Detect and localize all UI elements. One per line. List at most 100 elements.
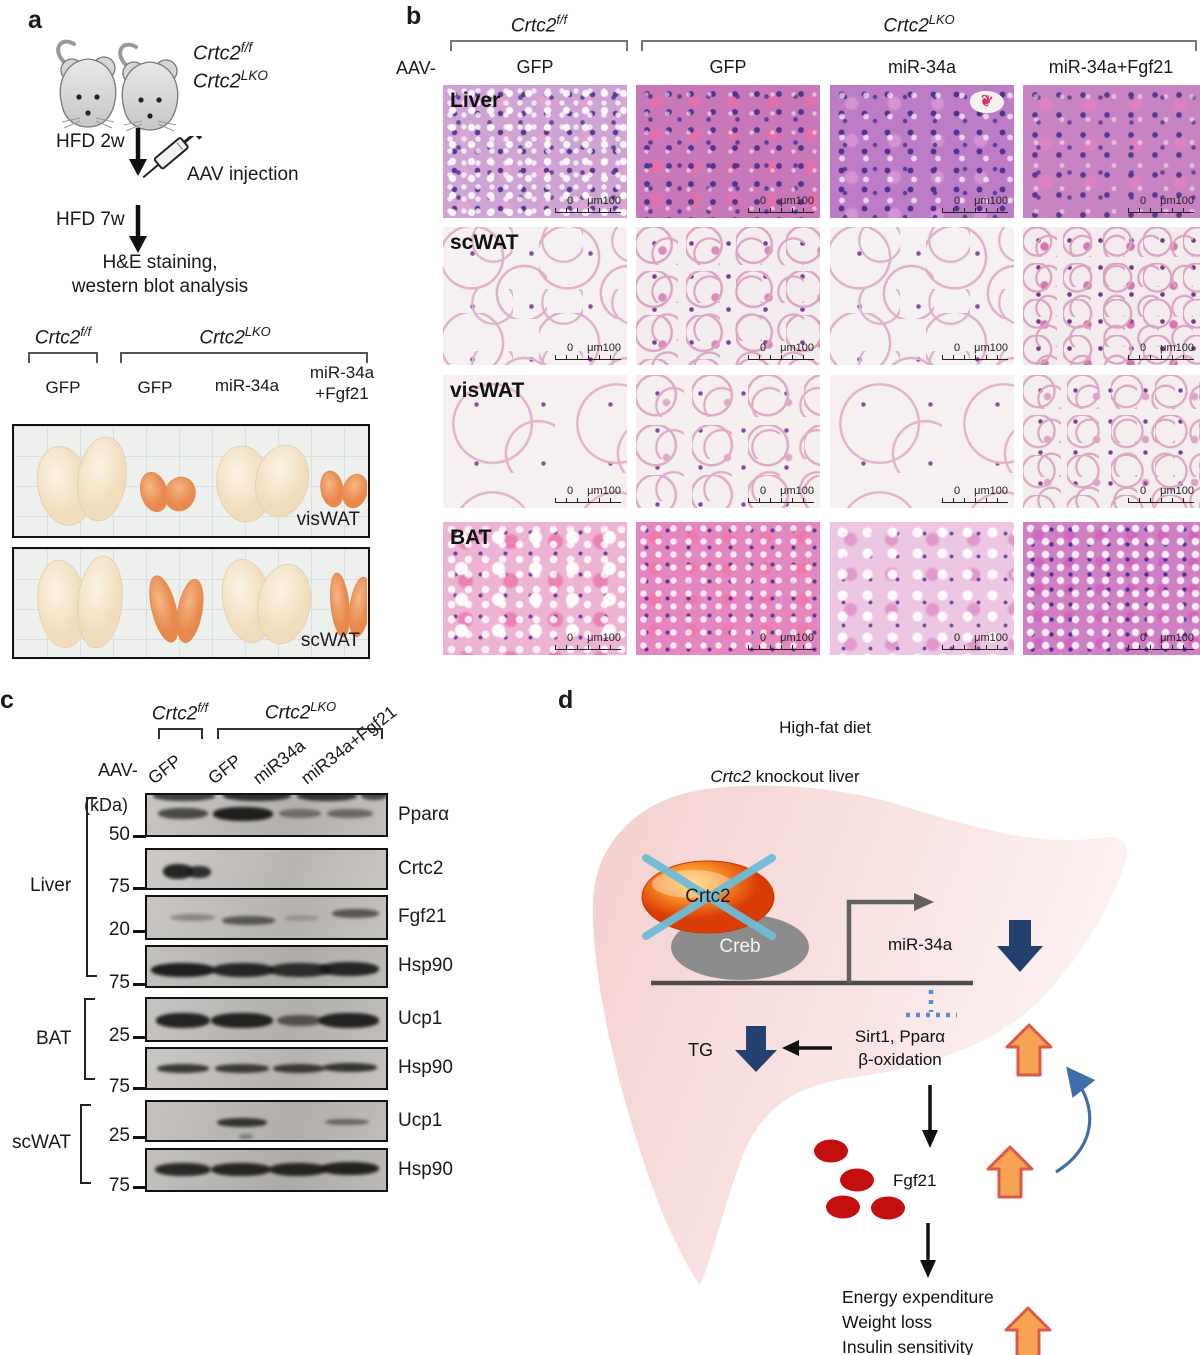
wb-band [155,1163,211,1176]
scale-bar: 0 μm100 [942,633,1008,650]
d-title: High-fat diet [779,718,871,737]
wb-band [269,1163,327,1176]
marker-25: 25 [88,1125,146,1147]
panel-d-label: d [558,686,574,714]
scale-bar: 0 μm100 [1128,633,1194,650]
wb-ucp1-bat [145,997,388,1042]
scale-bar: 0 μm100 [748,343,814,360]
wb-band [321,1162,379,1175]
outcome-line2: western blot analysis [71,276,249,297]
syringe-icon [142,136,203,179]
marker-75: 75 [88,1175,146,1197]
panel-c-label: c [0,686,14,714]
wb-band [187,866,211,878]
b-row1-label: Liver [450,89,501,112]
step-hfd7w: HFD 7w [56,209,125,230]
c-aav-label: AAV- [98,760,138,780]
group-ff-label: Crtc2f/f [34,324,92,349]
tissue-liver-label: Liver [30,875,72,896]
bracket-lko [120,352,368,363]
transcription-arrow [846,899,916,983]
c-bracket-ff [158,728,203,739]
d-subtitle: Crtc2 knockout liver [710,767,860,786]
mir34a-label: miR-34a [888,935,953,954]
scale-bar: 0 μm100 [555,486,621,503]
wb-band [215,1064,269,1073]
wb-hsp90-liver [145,945,388,988]
wb-band [319,1013,379,1028]
marker-75: 75 [88,876,146,898]
wb-band [361,795,386,800]
histology-bat-lko-mir34a: 0 μm100 [830,522,1014,655]
wb-band [269,963,331,977]
protein-label-fgf21: Fgf21 [398,906,447,927]
injection-label: AAV injection [187,164,299,185]
creb-oval-label: Creb [719,936,761,957]
b-bracket-ff [450,40,628,51]
protein-label-ucp1-bat: Ucp1 [398,1008,443,1029]
b-bracket-lko [641,40,1197,51]
marker-75: 75 [88,1076,146,1098]
lane-mir34a-fgf21-line1: miR-34a [309,363,375,382]
down-arrow-tg [735,1026,777,1072]
genotype-ff-label: Crtc2f/f [193,40,253,65]
histology-viswat-lko-gfp: 0 μm100 [636,375,820,508]
mice-illustration [56,39,179,132]
scale-bar: 0 μm100 [1128,196,1194,213]
wb-ppara [145,793,388,837]
protein-label-hsp90-liver: Hsp90 [398,955,453,976]
histology-viswat-ff-gfp: visWAT 0 μm100 [443,375,627,508]
wb-ucp1-scwat [145,1100,388,1142]
c-group-lko-label: Crtc2LKO [264,699,337,724]
scale-bar: 0 μm100 [555,633,621,650]
outcome-line1: H&E staining, [102,252,218,273]
knockout-x-icon [642,854,776,940]
b-col4-label: miR-34a+Fgf21 [1048,57,1174,77]
group-lko-label: Crtc2LKO [199,324,271,349]
scale-bar: 0 μm100 [748,486,814,503]
down-arrow-mir34a [997,920,1043,972]
wb-band [319,962,379,976]
wb-band [151,963,215,977]
scale-bar: 0 μm100 [1128,486,1194,503]
histology-bat-lko-gfp: 0 μm100 [636,522,820,655]
tissue-tear-artifact: ❦ [970,91,1004,113]
b-group-ff-label: Crtc2f/f [510,12,568,37]
wb-band [170,914,215,921]
mouse-icon [118,42,179,132]
wb-band [223,795,291,801]
down-arrow-icon [129,128,147,176]
c-bracket-lko [217,728,383,739]
wb-band [239,1134,253,1139]
wb-band [222,916,275,925]
histology-scwat-ff-gfp: scWAT 0 μm100 [443,227,627,365]
scwat-tissues [37,555,372,649]
tissue-scwat-label: scWAT [12,1132,72,1153]
lane-gfp-lko: GFP [137,378,173,397]
tissue-bat-label: BAT [36,1028,72,1049]
protein-label-hsp90-bat: Hsp90 [398,1057,453,1078]
fgf21-label: Fgf21 [893,1171,937,1190]
protein-label-ppara: Pparα [398,804,450,825]
marker-20: 20 [88,919,146,941]
wb-band [297,795,357,801]
b-row2-label: scWAT [450,231,519,254]
lane-mir34a: miR-34a [214,376,280,395]
wb-band [277,1015,323,1026]
scale-bar: 0 μm100 [942,196,1008,213]
bracket-ff [28,352,98,363]
marker-75: 75 [88,972,146,994]
scwat-photo: scWAT [12,547,372,659]
viswat-tissues [36,436,368,526]
wb-band [325,1119,369,1125]
scwat-label: scWAT [300,630,360,651]
wb-band [211,1163,271,1176]
histology-bat-ff-gfp: BAT 0 μm100 [443,522,627,655]
wb-hsp90-bat [145,1047,388,1090]
wb-band [153,795,215,801]
histology-bat-lko-mir34a-fgf21: 0 μm100 [1023,522,1200,655]
histology-liver-lko-mir34a-fgf21: 0 μm100 [1023,85,1200,218]
scale-bar: 0 μm100 [555,196,621,213]
bracket-liver [86,797,97,977]
wb-band [284,915,319,921]
